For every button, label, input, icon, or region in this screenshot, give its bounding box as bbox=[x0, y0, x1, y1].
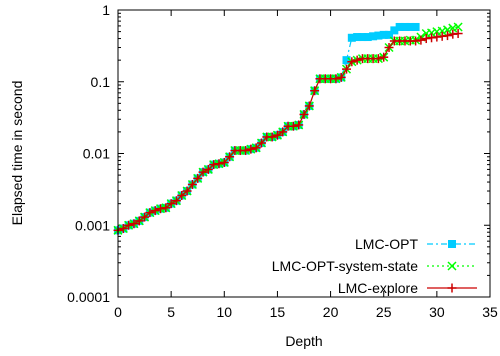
data-point bbox=[437, 26, 447, 36]
data-point bbox=[134, 216, 144, 226]
legend-label: LMC-explore bbox=[338, 280, 418, 296]
series-lmc-explore bbox=[113, 29, 463, 235]
data-point bbox=[214, 159, 224, 169]
data-point bbox=[447, 261, 457, 271]
data-point bbox=[374, 31, 383, 40]
data-point bbox=[352, 55, 362, 65]
data-point bbox=[256, 138, 266, 148]
data-point bbox=[219, 157, 229, 167]
data-point bbox=[453, 29, 463, 39]
x-tick-label: 35 bbox=[482, 304, 498, 320]
data-point bbox=[342, 56, 351, 65]
data-point bbox=[390, 26, 399, 35]
data-point bbox=[251, 143, 261, 153]
data-point bbox=[198, 167, 208, 177]
data-point bbox=[145, 208, 155, 218]
data-point bbox=[140, 212, 150, 222]
data-point bbox=[373, 54, 383, 64]
data-point bbox=[353, 33, 362, 42]
data-point bbox=[347, 57, 357, 67]
data-point bbox=[299, 109, 309, 119]
data-point bbox=[358, 33, 367, 42]
data-point bbox=[177, 190, 187, 200]
data-point bbox=[129, 219, 139, 229]
data-point bbox=[347, 33, 356, 42]
x-tick-label: 15 bbox=[270, 304, 286, 320]
data-point bbox=[118, 224, 128, 234]
y-tick-label: 0.01 bbox=[83, 146, 110, 162]
y-tick-label: 0.001 bbox=[75, 217, 110, 233]
data-point bbox=[379, 30, 388, 39]
data-point bbox=[453, 22, 463, 32]
data-point bbox=[294, 120, 304, 130]
x-tick-label: 5 bbox=[167, 304, 175, 320]
data-point bbox=[369, 32, 378, 41]
legend-item: LMC-OPT-system-state bbox=[272, 258, 477, 274]
y-tick-label: 0.0001 bbox=[67, 289, 110, 305]
data-point bbox=[278, 127, 288, 137]
y-tick-label: 1 bbox=[102, 2, 110, 18]
data-point bbox=[267, 132, 277, 142]
data-point bbox=[166, 199, 176, 209]
data-point bbox=[363, 33, 372, 42]
x-tick-label: 10 bbox=[216, 304, 232, 320]
series-layer bbox=[113, 22, 463, 235]
x-tick-label: 20 bbox=[323, 304, 339, 320]
data-point bbox=[182, 186, 192, 196]
data-point bbox=[421, 34, 431, 44]
data-point bbox=[304, 101, 314, 111]
data-point bbox=[193, 173, 203, 183]
data-point bbox=[171, 196, 181, 206]
data-point bbox=[427, 33, 437, 43]
y-axis-title: Elapsed time in second bbox=[9, 81, 25, 226]
x-tick-label: 25 bbox=[376, 304, 392, 320]
data-point bbox=[385, 30, 394, 39]
data-point bbox=[241, 146, 251, 156]
plot-frame bbox=[117, 9, 491, 298]
x-axis-title: Depth bbox=[285, 333, 322, 349]
data-point bbox=[400, 22, 409, 31]
data-point bbox=[209, 160, 219, 170]
data-point bbox=[150, 206, 160, 216]
data-point bbox=[342, 64, 352, 74]
legend-item: LMC-OPT bbox=[355, 236, 477, 252]
data-point bbox=[379, 52, 389, 62]
data-point bbox=[416, 35, 426, 45]
legend-label: LMC-OPT bbox=[355, 236, 418, 252]
legend-item: LMC-explore bbox=[338, 280, 477, 296]
data-point bbox=[442, 31, 452, 41]
data-point bbox=[384, 43, 394, 53]
data-point bbox=[411, 22, 420, 31]
data-point bbox=[448, 23, 458, 33]
data-point bbox=[246, 144, 256, 154]
data-point bbox=[187, 179, 197, 189]
data-point bbox=[272, 130, 282, 140]
ticks-layer: 0 5 10 15 20 25 30 35 0.0001 0.001 0.01 0.1 1 bbox=[67, 2, 498, 320]
data-point bbox=[448, 240, 456, 248]
y-tick-label: 0.1 bbox=[91, 74, 111, 90]
data-point bbox=[225, 152, 235, 162]
data-point bbox=[406, 22, 415, 31]
x-tick-label: 0 bbox=[114, 304, 122, 320]
data-point bbox=[395, 22, 404, 31]
data-point bbox=[124, 220, 134, 230]
data-point bbox=[442, 25, 453, 35]
legend-label: LMC-OPT-system-state bbox=[272, 258, 418, 274]
data-point bbox=[336, 72, 346, 82]
data-point bbox=[331, 74, 341, 84]
data-point bbox=[427, 28, 437, 38]
data-point bbox=[203, 164, 213, 174]
data-point bbox=[161, 203, 171, 213]
data-point bbox=[447, 283, 457, 293]
data-point bbox=[156, 204, 166, 214]
x-tick-label: 30 bbox=[429, 304, 445, 320]
data-point bbox=[310, 86, 320, 96]
legend: LMC-OPT LMC-OPT-system-state LMC-explore bbox=[272, 236, 477, 296]
data-point bbox=[411, 36, 421, 46]
data-point bbox=[288, 121, 298, 131]
